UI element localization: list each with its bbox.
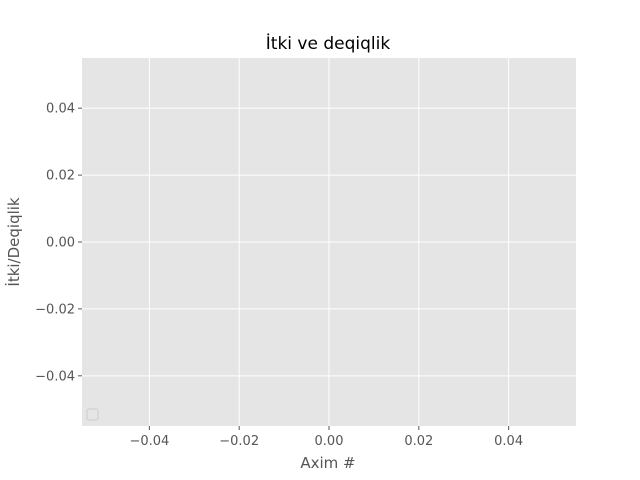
legend (86, 408, 99, 421)
y-tick-labels: 0.04 0.02 0.00 −0.02 −0.04 (35, 102, 82, 384)
x-tick-label: −0.02 (219, 434, 259, 449)
x-tick-labels: −0.04 −0.02 0.00 0.02 0.04 (129, 426, 523, 449)
y-tick-label: 0.02 (46, 169, 75, 184)
y-axis-label: İtki/Deqiqlik (4, 197, 23, 287)
y-tick-label: −0.04 (35, 369, 75, 384)
x-tick-label: 0.02 (404, 434, 433, 449)
grid (82, 58, 576, 426)
x-tick-label: −0.04 (129, 434, 169, 449)
y-tick-label: 0.00 (46, 236, 75, 251)
legend-box (86, 408, 99, 421)
chart-title: İtki ve deqiqlik (266, 33, 391, 54)
y-tick-label: 0.04 (46, 102, 75, 117)
x-axis-label: Axim # (300, 454, 355, 472)
x-tick-label: 0.00 (315, 434, 344, 449)
x-tick-label: 0.04 (494, 434, 523, 449)
y-tick-label: −0.02 (35, 302, 75, 317)
